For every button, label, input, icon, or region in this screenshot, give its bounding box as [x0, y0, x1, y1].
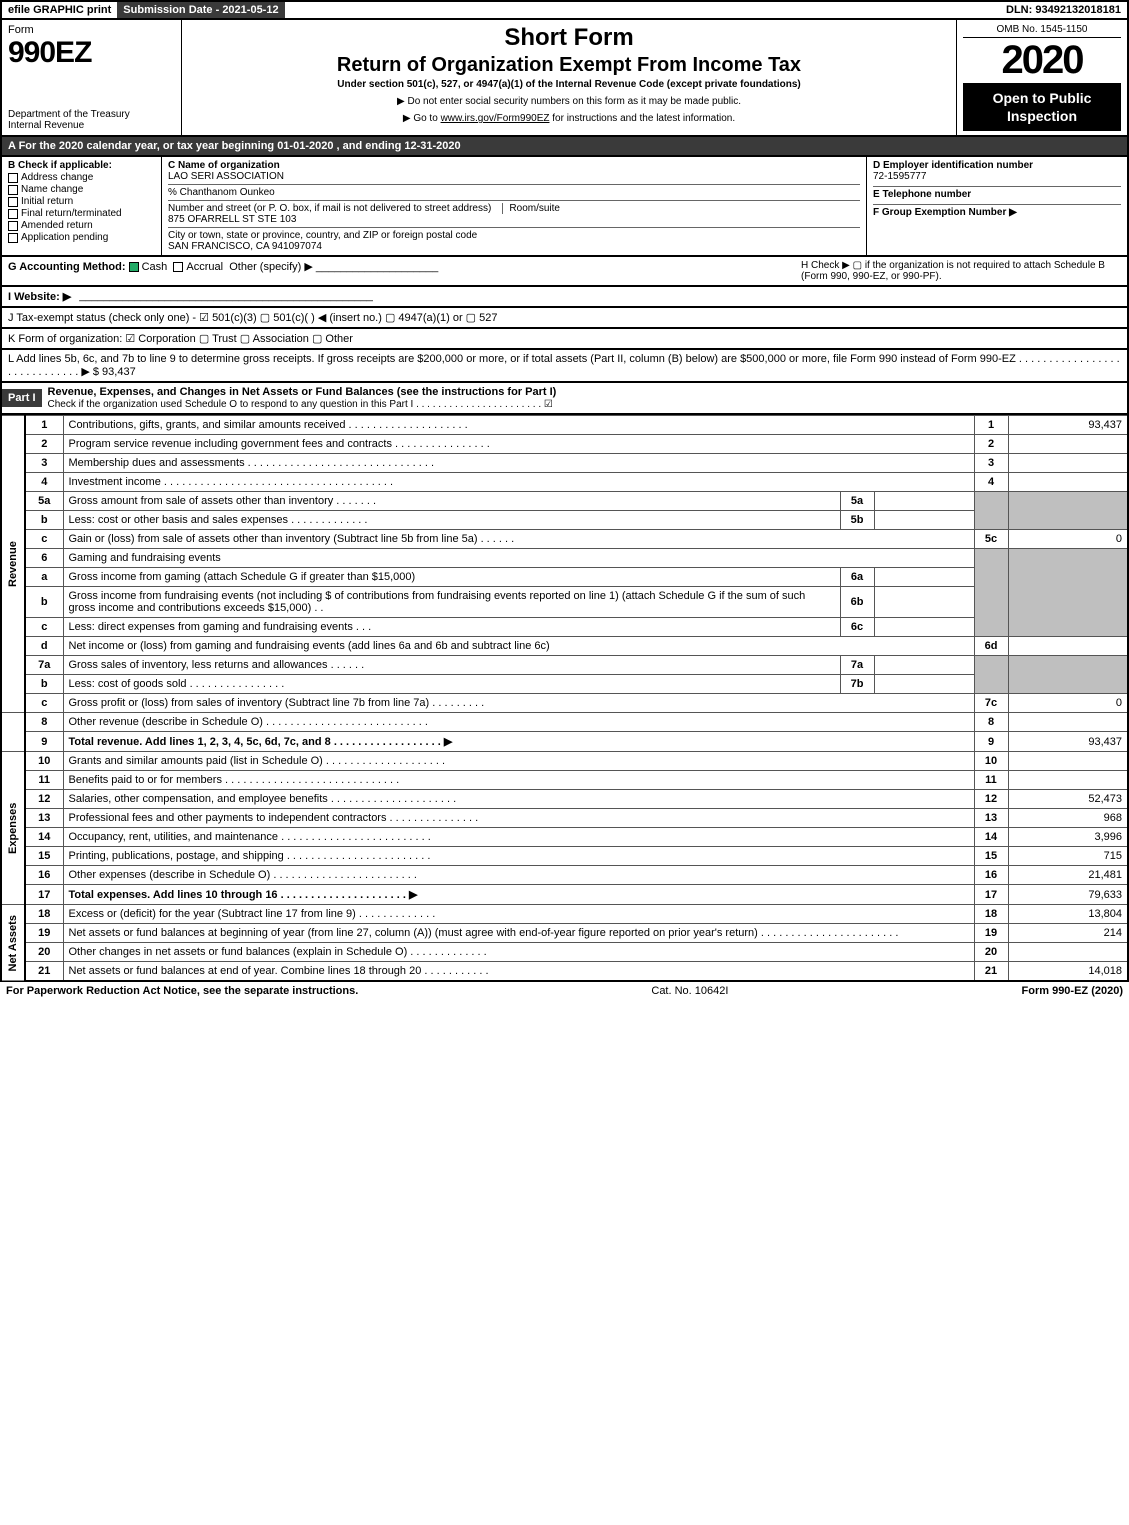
g-accounting: G Accounting Method: Cash Accrual Other …	[8, 260, 438, 282]
chk-amended[interactable]: Amended return	[8, 220, 155, 231]
spacer	[285, 2, 1000, 18]
form-number: 990EZ	[8, 36, 91, 69]
part1-label: Part I	[2, 389, 42, 407]
ein-label: D Employer identification number	[873, 160, 1033, 171]
group-label: F Group Exemption Number ▶	[873, 207, 1017, 218]
ein: 72-1595777	[873, 171, 926, 182]
lines-table: Revenue 1 Contributions, gifts, grants, …	[0, 415, 1129, 982]
col-c: C Name of organization LAO SERI ASSOCIAT…	[162, 157, 867, 255]
chk-final[interactable]: Final return/terminated	[8, 208, 155, 219]
col-d: D Employer identification number 72-1595…	[867, 157, 1127, 255]
street: 875 OFARRELL ST STE 103	[168, 214, 296, 225]
org-name: LAO SERI ASSOCIATION	[168, 171, 284, 182]
col-b: B Check if applicable: Address change Na…	[2, 157, 162, 255]
chk-cash[interactable]	[129, 262, 139, 272]
header-left: Form 990EZ Department of the Treasury In…	[2, 20, 182, 135]
no-ssn: ▶ Do not enter social security numbers o…	[188, 96, 950, 107]
city-label: City or town, state or province, country…	[168, 230, 477, 241]
submission-date: Submission Date - 2021-05-12	[117, 2, 284, 18]
under-section: Under section 501(c), 527, or 4947(a)(1)…	[188, 79, 950, 90]
open-public: Open to Public Inspection	[963, 83, 1121, 131]
form-word: Form	[8, 24, 34, 36]
c-name-label: C Name of organization	[168, 160, 280, 171]
tax-year: 2020	[963, 38, 1121, 83]
form-header: Form 990EZ Department of the Treasury In…	[0, 20, 1129, 137]
part1-title: Revenue, Expenses, and Changes in Net As…	[48, 386, 557, 398]
h-check: H Check ▶ ▢ if the organization is not r…	[801, 260, 1121, 282]
side-net: Net Assets	[1, 905, 25, 982]
row-i: I Website: ▶ ___________________________…	[0, 287, 1129, 308]
col-b-title: B Check if applicable:	[8, 160, 112, 171]
short-form-title: Short Form	[188, 24, 950, 52]
chk-name[interactable]: Name change	[8, 184, 155, 195]
chk-initial[interactable]: Initial return	[8, 196, 155, 207]
section-bcd: B Check if applicable: Address change Na…	[0, 157, 1129, 257]
return-title: Return of Organization Exempt From Incom…	[188, 54, 950, 77]
dept-irs: Internal Revenue	[8, 120, 175, 131]
row-j: J Tax-exempt status (check only one) - ☑…	[0, 308, 1129, 329]
header-right: OMB No. 1545-1150 2020 Open to Public In…	[957, 20, 1127, 135]
omb-number: OMB No. 1545-1150	[963, 24, 1121, 38]
page-footer: For Paperwork Reduction Act Notice, see …	[0, 982, 1129, 1000]
footer-left: For Paperwork Reduction Act Notice, see …	[6, 985, 358, 997]
dln: DLN: 93492132018181	[1000, 2, 1127, 18]
row-l: L Add lines 5b, 6c, and 7b to line 9 to …	[0, 350, 1129, 383]
side-expenses: Expenses	[1, 752, 25, 905]
row-a-tax-year: A For the 2020 calendar year, or tax yea…	[0, 137, 1129, 157]
tel-label: E Telephone number	[873, 189, 971, 200]
row-k: K Form of organization: ☑ Corporation ▢ …	[0, 329, 1129, 350]
side-revenue: Revenue	[1, 416, 25, 713]
chk-accrual[interactable]	[173, 262, 183, 272]
footer-mid: Cat. No. 10642I	[651, 985, 728, 997]
dept-treasury: Department of the Treasury	[8, 109, 175, 120]
room-label: Room/suite	[502, 203, 560, 214]
city: SAN FRANCISCO, CA 941097074	[168, 241, 322, 252]
header-center: Short Form Return of Organization Exempt…	[182, 20, 957, 135]
top-bar: efile GRAPHIC print Submission Date - 20…	[0, 0, 1129, 20]
footer-right: Form 990-EZ (2020)	[1022, 985, 1123, 997]
street-label: Number and street (or P. O. box, if mail…	[168, 203, 491, 214]
goto-link[interactable]: ▶ Go to www.irs.gov/Form990EZ for instru…	[188, 113, 950, 124]
care-of: % Chanthanom Ounkeo	[168, 184, 860, 198]
row-gh: G Accounting Method: Cash Accrual Other …	[0, 257, 1129, 287]
chk-address[interactable]: Address change	[8, 172, 155, 183]
part1-check: Check if the organization used Schedule …	[48, 399, 553, 410]
efile-label: efile GRAPHIC print	[2, 2, 117, 18]
chk-pending[interactable]: Application pending	[8, 232, 155, 243]
part1-header: Part I Revenue, Expenses, and Changes in…	[0, 383, 1129, 415]
